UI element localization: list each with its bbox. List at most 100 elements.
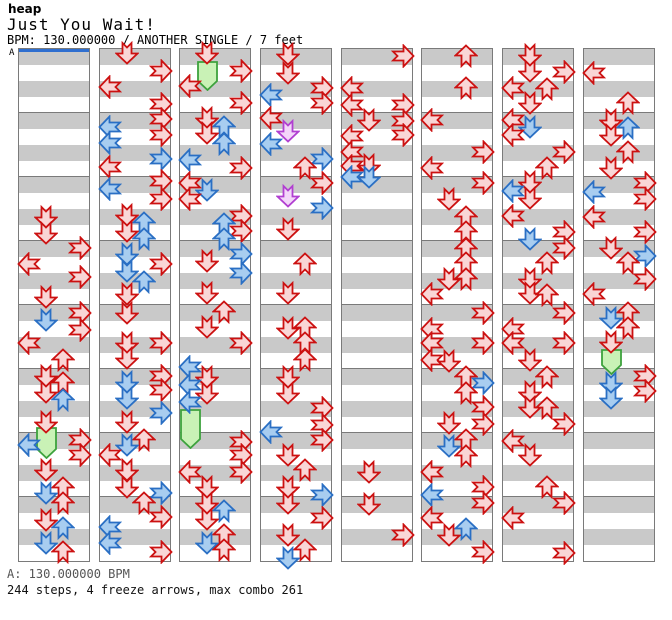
note-arrow-right [310, 171, 334, 195]
note-arrow-right [552, 541, 576, 565]
note-arrow-down [518, 227, 542, 251]
note-arrow-down [437, 523, 461, 547]
note-arrow-down [599, 123, 623, 147]
note-arrow-right [310, 506, 334, 530]
chart-panel [17, 48, 92, 564]
note-arrow-right [552, 331, 576, 355]
note-arrow-up [212, 132, 236, 156]
note-arrow-up [51, 348, 75, 372]
note-arrow-down [34, 458, 58, 482]
note-arrow-right [68, 318, 92, 342]
note-arrow-up [535, 365, 559, 389]
note-arrow-up [454, 381, 478, 405]
note-arrow-down [34, 221, 58, 245]
measure-line [503, 176, 573, 177]
note-arrow-left [501, 204, 525, 228]
note-arrow-left [178, 187, 202, 211]
note-arrow-up [454, 517, 478, 541]
measure-line [261, 304, 331, 305]
note-arrow-down [115, 282, 139, 306]
note-arrow-down [276, 217, 300, 241]
chart-panel [582, 48, 657, 562]
note-arrow-down [276, 184, 300, 208]
note-arrow-down [34, 481, 58, 505]
measure-line [180, 368, 250, 369]
note-arrow-up [454, 444, 478, 468]
note-arrow-right [149, 378, 173, 402]
note-arrow-left [98, 177, 122, 201]
note-arrow-up [51, 491, 75, 515]
measure-line [422, 112, 492, 113]
note-arrow-right [471, 171, 495, 195]
note-arrow-down [115, 219, 139, 243]
note-arrow-right [149, 401, 173, 425]
note-arrow-down [276, 491, 300, 515]
note-arrow-right [633, 187, 657, 211]
note-arrow-left [98, 75, 122, 99]
measure-line [19, 112, 89, 113]
note-arrow-down [276, 443, 300, 467]
note-arrow-down [34, 285, 58, 309]
note-arrow-up [293, 156, 317, 180]
note-arrow-down [115, 41, 139, 65]
measure-line [261, 240, 331, 241]
measure-line [422, 432, 492, 433]
measure-line [584, 240, 654, 241]
measure-line [584, 496, 654, 497]
note-arrow-left [420, 483, 444, 507]
note-arrow-down [518, 115, 542, 139]
measure-line [100, 368, 170, 369]
note-arrow-right [471, 491, 495, 515]
note-arrow-down [357, 492, 381, 516]
chart-panel [420, 44, 495, 564]
note-arrow-down [115, 346, 139, 370]
note-arrow-down [115, 259, 139, 283]
note-arrow-left [17, 252, 41, 276]
note-arrow-down [518, 186, 542, 210]
note-arrow-right [310, 483, 334, 507]
note-arrow-up [51, 388, 75, 412]
song-title: Just You Wait! [7, 15, 156, 34]
note-arrow-right [633, 379, 657, 403]
note-arrow-right [68, 265, 92, 289]
measure-line [19, 368, 89, 369]
note-arrow-down [437, 434, 461, 458]
note-arrow-right [471, 140, 495, 164]
note-arrow-down [518, 91, 542, 115]
note-arrow-up [535, 475, 559, 499]
note-arrow-left [98, 131, 122, 155]
measure-line [342, 112, 412, 113]
note-arrow-right [552, 491, 576, 515]
note-arrow-down [195, 249, 219, 273]
note-arrow-right [149, 331, 173, 355]
measure-line [100, 432, 170, 433]
measure-line [180, 432, 250, 433]
note-arrow-left [178, 148, 202, 172]
note-arrow-right [149, 59, 173, 83]
note-arrow-right [552, 140, 576, 164]
measure-line [180, 112, 250, 113]
note-arrow-down [34, 531, 58, 555]
note-arrow-left [178, 74, 202, 98]
note-arrow-down [195, 41, 219, 65]
note-arrow-left [17, 331, 41, 355]
chart-panel [501, 43, 576, 565]
note-arrow-right [229, 261, 253, 285]
note-arrow-right [471, 301, 495, 325]
note-arrow-down [276, 119, 300, 143]
note-arrow-down [276, 523, 300, 547]
note-arrow-up [51, 516, 75, 540]
note-arrow-up [616, 116, 640, 140]
note-arrow-down [115, 386, 139, 410]
measure-line [100, 240, 170, 241]
measure-line [584, 432, 654, 433]
note-arrow-down [599, 386, 623, 410]
note-arrow-right [229, 156, 253, 180]
note-arrow-right [149, 540, 173, 564]
note-arrow-up [132, 428, 156, 452]
note-arrow-down [357, 460, 381, 484]
note-arrow-right [68, 443, 92, 467]
note-arrow-right [471, 412, 495, 436]
note-arrow-down [195, 315, 219, 339]
note-arrow-up [132, 270, 156, 294]
